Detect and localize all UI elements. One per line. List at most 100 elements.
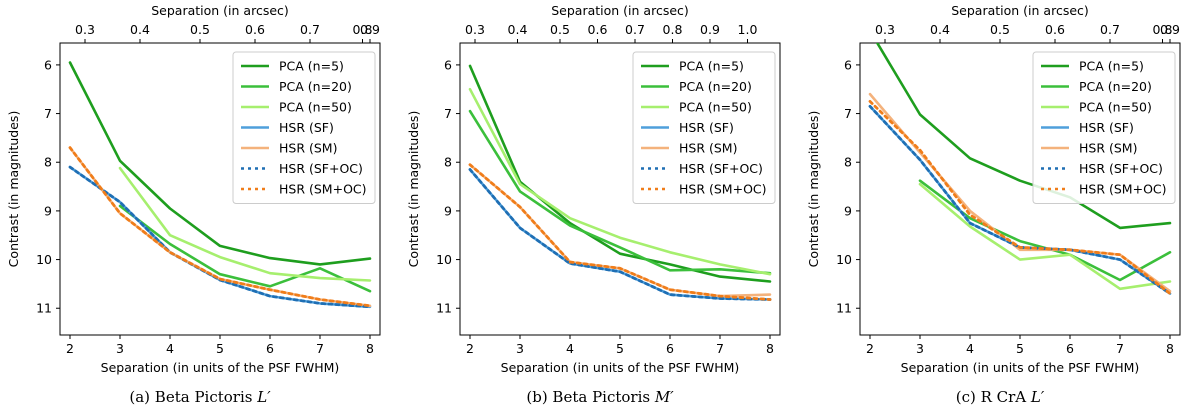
series-line-pca-n-5 [68,61,372,266]
x-tick-label: 8 [1166,341,1174,356]
top-tick-label: 0.6 [588,22,608,37]
legend-label: HSR (SF) [279,120,334,135]
x-axis-label: Separation (in units of the PSF FWHM) [101,360,340,375]
y-tick-label: 6 [444,57,452,72]
y-axis-label: Contrast (in magnitudes) [6,111,21,268]
legend-label: PCA (n=20) [679,79,752,94]
x-tick-label: 4 [166,341,174,356]
top-tick-label: 0.6 [245,22,265,37]
series-line-pca-n-20 [118,204,372,293]
top-tick-label: 0.9 [700,22,720,37]
x-axis-label: Separation (in units of the PSF FWHM) [501,360,740,375]
top-tick-label: 1.0 [738,22,758,37]
top-tick-label: 0.9 [360,22,380,37]
top-tick-label: 0.3 [75,22,95,37]
legend-box [1032,51,1176,204]
x-tick-label: 5 [616,341,624,356]
top-tick-label: 0.3 [875,22,895,37]
top-axis-label: Separation (in arcsec) [151,3,289,18]
x-tick-label: 6 [666,341,674,356]
series-line-hsr-sm-oc [868,100,1172,296]
x-tick-label: 6 [266,341,274,356]
x-tick-label: 2 [866,341,874,356]
legend-label: PCA (n=5) [1079,59,1144,74]
series-group [468,64,772,301]
y-tick-label: 8 [44,155,52,170]
legend-label: HSR (SM) [1079,141,1137,156]
top-tick-label: 0.7 [625,22,645,37]
chart-beta-pictoris-m: 2 3 4 5 6 7 8 6 7 8 9 10 11 0.3 0.4 0.5 0.6 0.7 0.8 0.9 1.0 S… [406,3,781,375]
legend-label: PCA (n=20) [279,79,352,94]
caption-a: (a) Beta Pictoris L′ [129,388,271,406]
caption-c: (c) R CrA L′ [955,388,1045,406]
x-tick-label: 8 [366,341,374,356]
top-tick-label: 0.7 [300,22,320,37]
x-tick-label: 4 [566,341,574,356]
legend-label: HSR (SM) [279,141,337,156]
series-group [868,43,1172,296]
series-group [68,61,372,309]
series-line-pca-n-50 [468,87,772,276]
top-tick-label: 0.5 [550,22,570,37]
top-axis-label: Separation (in arcsec) [951,3,1089,18]
legend-label: HSR (SM+OC) [279,182,367,197]
y-tick-label: 11 [836,301,852,316]
top-tick-label: 0.5 [190,22,210,37]
chart-r-cra-l: 2 3 4 5 6 7 8 6 7 8 9 10 11 0.3 0.4 0.5 0.6 0.7 0.80.9 Sepa… [806,3,1181,375]
y-tick-label: 9 [444,203,452,218]
y-tick-label: 8 [844,155,852,170]
x-tick-label: 2 [66,341,74,356]
chart-beta-pictoris-l: 2 3 4 5 6 7 8 6 7 8 9 10 11 0.3 0.4 0.5 0.6 0.7 0.80.9 Sepa… [6,3,381,375]
series-line-pca-n-50 [918,182,1172,291]
y-tick-label: 7 [44,106,52,121]
top-tick-label: 0.3 [465,22,485,37]
y-tick-label: 8 [444,155,452,170]
x-tick-label: 3 [516,341,524,356]
legend-label: HSR (SM) [679,141,737,156]
y-tick-label: 10 [436,252,452,267]
y-tick-label: 9 [844,203,852,218]
x-tick-label: 5 [1016,341,1024,356]
legend-label: PCA (n=50) [279,100,352,115]
legend-label: HSR (SF) [1079,120,1134,135]
y-tick-label: 7 [444,106,452,121]
series-line-hsr-sm-oc [68,146,372,308]
legend-label: PCA (n=5) [279,59,344,74]
panel-b: 2 3 4 5 6 7 8 6 7 8 9 10 11 0.3 0.4 0.5 0.6 0.7 0.8 0.9 1.0 S… [400,0,800,415]
series-line-pca-n-5 [875,43,1172,230]
top-tick-label: 0.4 [130,22,150,37]
legend-label: HSR (SF+OC) [1079,161,1163,176]
y-tick-label: 10 [36,252,52,267]
legend-label: HSR (SF) [679,120,734,135]
caption-b: (b) Beta Pictoris M′ [526,388,674,406]
y-tick-label: 6 [844,57,852,72]
y-tick-label: 6 [44,57,52,72]
series-line-pca-n-20 [468,109,772,275]
y-tick-label: 11 [36,301,52,316]
legend-label: HSR (SF+OC) [279,161,363,176]
panel-c: 2 3 4 5 6 7 8 6 7 8 9 10 11 0.3 0.4 0.5 0.6 0.7 0.8 0.9 Sepa… [800,0,1200,415]
x-tick-label: 2 [466,341,474,356]
y-tick-label: 7 [844,106,852,121]
x-tick-label: 3 [916,341,924,356]
series-line-hsr-sf-oc [468,168,772,301]
x-tick-label: 6 [1066,341,1074,356]
series-line-pca-n-50 [118,166,372,282]
legend-label: PCA (n=20) [1079,79,1152,94]
legend-label: PCA (n=5) [679,59,744,74]
top-tick-label: 0.8 [663,22,683,37]
x-tick-label: 3 [116,341,124,356]
y-axis-label: Contrast (in magnitudes) [406,111,421,268]
top-tick-label: 0.6 [1045,22,1065,37]
legend-label: PCA (n=50) [679,100,752,115]
x-tick-label: 7 [716,341,724,356]
top-tick-label: 0.8 [1153,22,1173,37]
y-axis-label: Contrast (in magnitudes) [806,111,821,268]
top-tick-label: 0.9 [1160,22,1180,37]
legend-box [232,51,376,204]
top-tick-label: 0.4 [930,22,950,37]
x-tick-label: 8 [766,341,774,356]
series-line-hsr-sm-oc [468,163,772,301]
x-tick-label: 7 [1116,341,1124,356]
top-tick-label: 0.5 [990,22,1010,37]
